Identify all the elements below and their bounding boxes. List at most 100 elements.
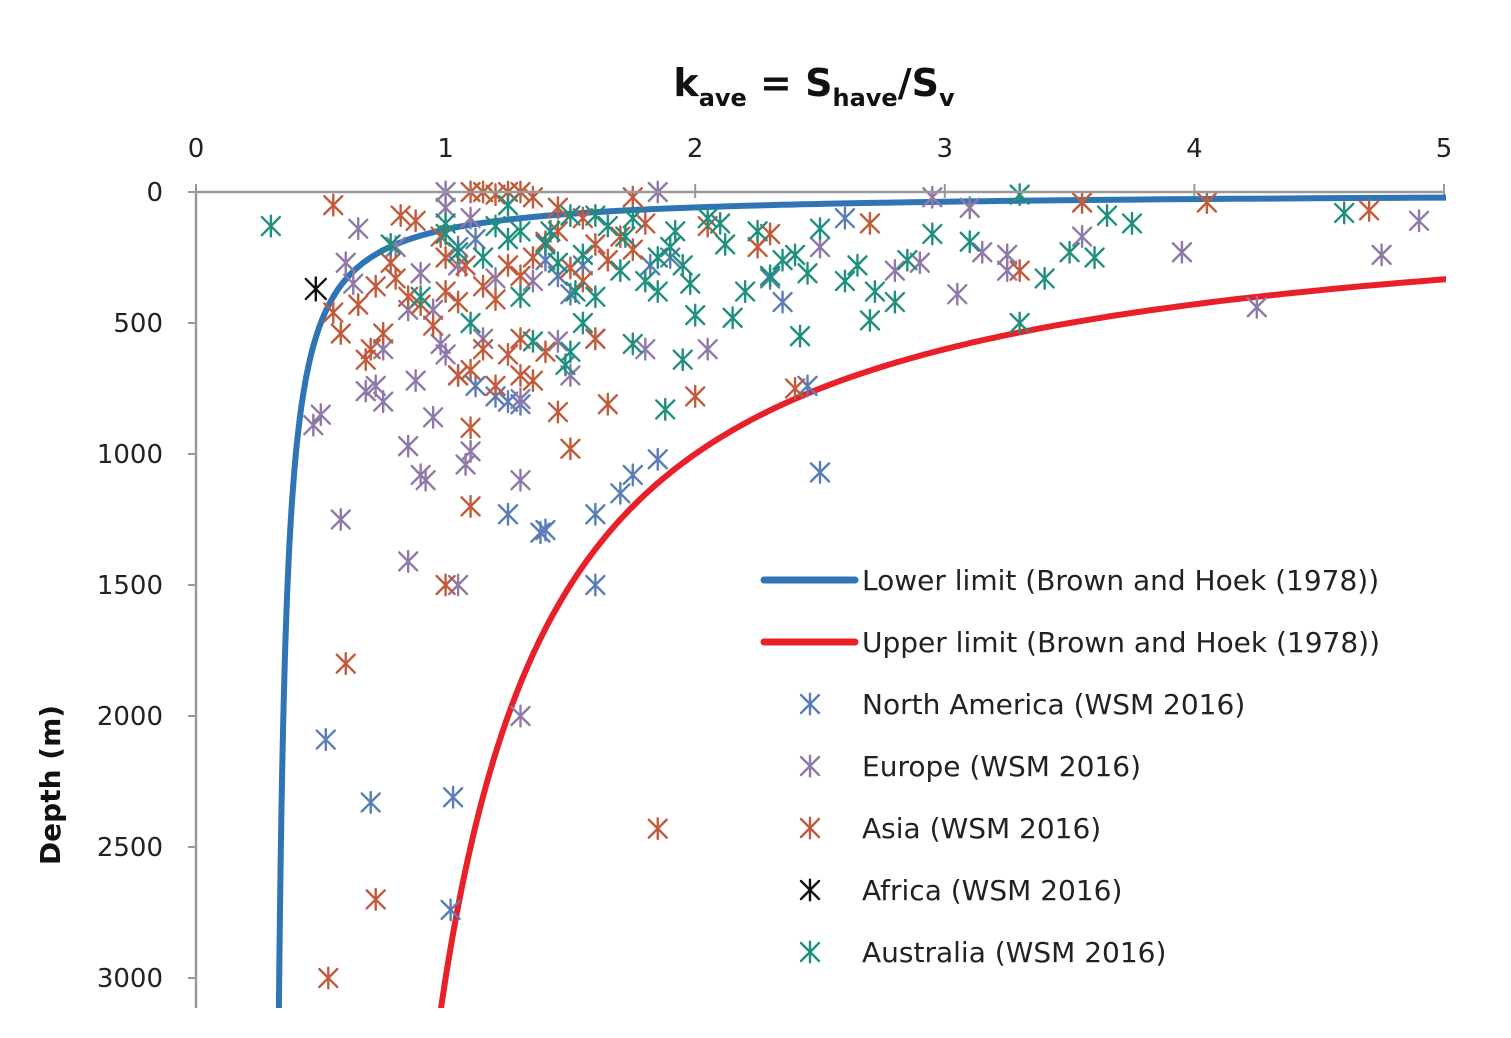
data-point (510, 468, 531, 492)
data-point (510, 327, 531, 351)
data-point (530, 521, 551, 545)
data-point (547, 329, 569, 353)
data-point (922, 222, 943, 246)
y-axis: 0 500 1000 1500 2000 2500 3000 (97, 178, 196, 994)
axis-lines (194, 190, 1444, 1008)
svg-text:kave = Shave/Sv: kave = Shave/Sv (673, 61, 955, 112)
data-point (365, 274, 386, 298)
data-point (497, 193, 519, 217)
data-point (348, 217, 369, 241)
data-point (465, 227, 486, 251)
data-point (759, 264, 781, 288)
data-point (597, 248, 619, 272)
data-point (897, 248, 918, 272)
data-point (784, 376, 806, 401)
data-point (460, 494, 481, 518)
x-tick-label: 1 (437, 134, 454, 164)
data-point (390, 204, 411, 228)
data-point (660, 235, 681, 259)
data-point (1171, 240, 1193, 264)
data-point (610, 259, 631, 283)
data-point (1246, 295, 1268, 319)
upper-limit-curve (437, 276, 1446, 1008)
data-point (585, 285, 606, 309)
data-point (585, 502, 606, 526)
data-point (415, 468, 436, 492)
data-point (1121, 211, 1143, 235)
data-point (697, 337, 718, 361)
y-tick-label: 1500 (97, 571, 163, 601)
legend-label: Africa (WSM 2016) (862, 874, 1122, 907)
data-point (789, 324, 811, 348)
data-point (447, 363, 469, 387)
legend-marker-swatch (799, 754, 821, 778)
data-point (622, 185, 643, 209)
data-point (1034, 266, 1055, 291)
y-tick-label: 0 (146, 178, 163, 208)
data-point (1371, 243, 1392, 267)
data-point (922, 185, 943, 209)
data-point (747, 219, 768, 243)
legend-label: Lower limit (Brown and Hoek (1978)) (862, 564, 1379, 597)
data-point (635, 269, 656, 293)
legend: Lower limit (Brown and Hoek (1978)) Upper… (760, 564, 1380, 969)
legend-marker-swatch (799, 816, 821, 840)
data-point (355, 379, 376, 403)
legend-label: Asia (WSM 2016) (862, 812, 1101, 845)
data-point (465, 374, 486, 398)
data-point (1071, 224, 1093, 249)
data-point (260, 214, 282, 238)
data-point (430, 332, 451, 356)
y-tick-label: 2500 (97, 833, 163, 863)
data-point (809, 460, 831, 484)
data-point (348, 293, 369, 317)
data-point (834, 206, 856, 230)
data-point (709, 211, 731, 235)
data-point (685, 384, 706, 408)
data-point (635, 211, 656, 235)
data-point (772, 248, 793, 272)
data-point (784, 243, 806, 267)
data-point (442, 785, 464, 809)
data-point (884, 290, 906, 314)
data-point (510, 387, 531, 411)
data-point (497, 253, 519, 277)
data-point (585, 232, 606, 256)
y-tick-label: 1000 (97, 440, 163, 470)
data-point (410, 261, 431, 285)
data-point (959, 196, 980, 220)
x-tick-label: 5 (1436, 134, 1453, 164)
legend-label: Australia (WSM 2016) (862, 936, 1166, 969)
data-point (1358, 198, 1380, 222)
data-point (335, 251, 356, 275)
data-point (335, 652, 356, 676)
legend-label: Upper limit (Brown and Hoek (1978)) (862, 626, 1380, 659)
data-point (460, 311, 481, 335)
data-point (497, 227, 519, 251)
data-point (859, 211, 881, 235)
data-point (497, 342, 519, 366)
data-point (460, 358, 481, 382)
data-point (622, 332, 643, 356)
data-point (485, 183, 506, 207)
data-point (847, 253, 868, 277)
data-point (560, 363, 581, 387)
legend-label: Europe (WSM 2016) (862, 750, 1141, 783)
data-point (909, 251, 931, 275)
x-axis-title-slash: /S (898, 61, 939, 105)
data-point (797, 261, 818, 285)
x-axis-title: kave = Shave/Sv (673, 61, 955, 112)
data-point (485, 287, 506, 311)
data-point (585, 204, 606, 228)
x-tick-label: 2 (687, 134, 704, 164)
data-point (647, 817, 668, 841)
data-point (405, 209, 426, 233)
data-point (360, 790, 381, 815)
data-point (315, 728, 336, 752)
data-point (318, 966, 339, 990)
data-point (535, 340, 556, 364)
data-point (647, 447, 668, 471)
data-point (647, 245, 668, 270)
x-tick-label: 0 (188, 134, 205, 164)
legend-marker-swatch (799, 692, 821, 716)
